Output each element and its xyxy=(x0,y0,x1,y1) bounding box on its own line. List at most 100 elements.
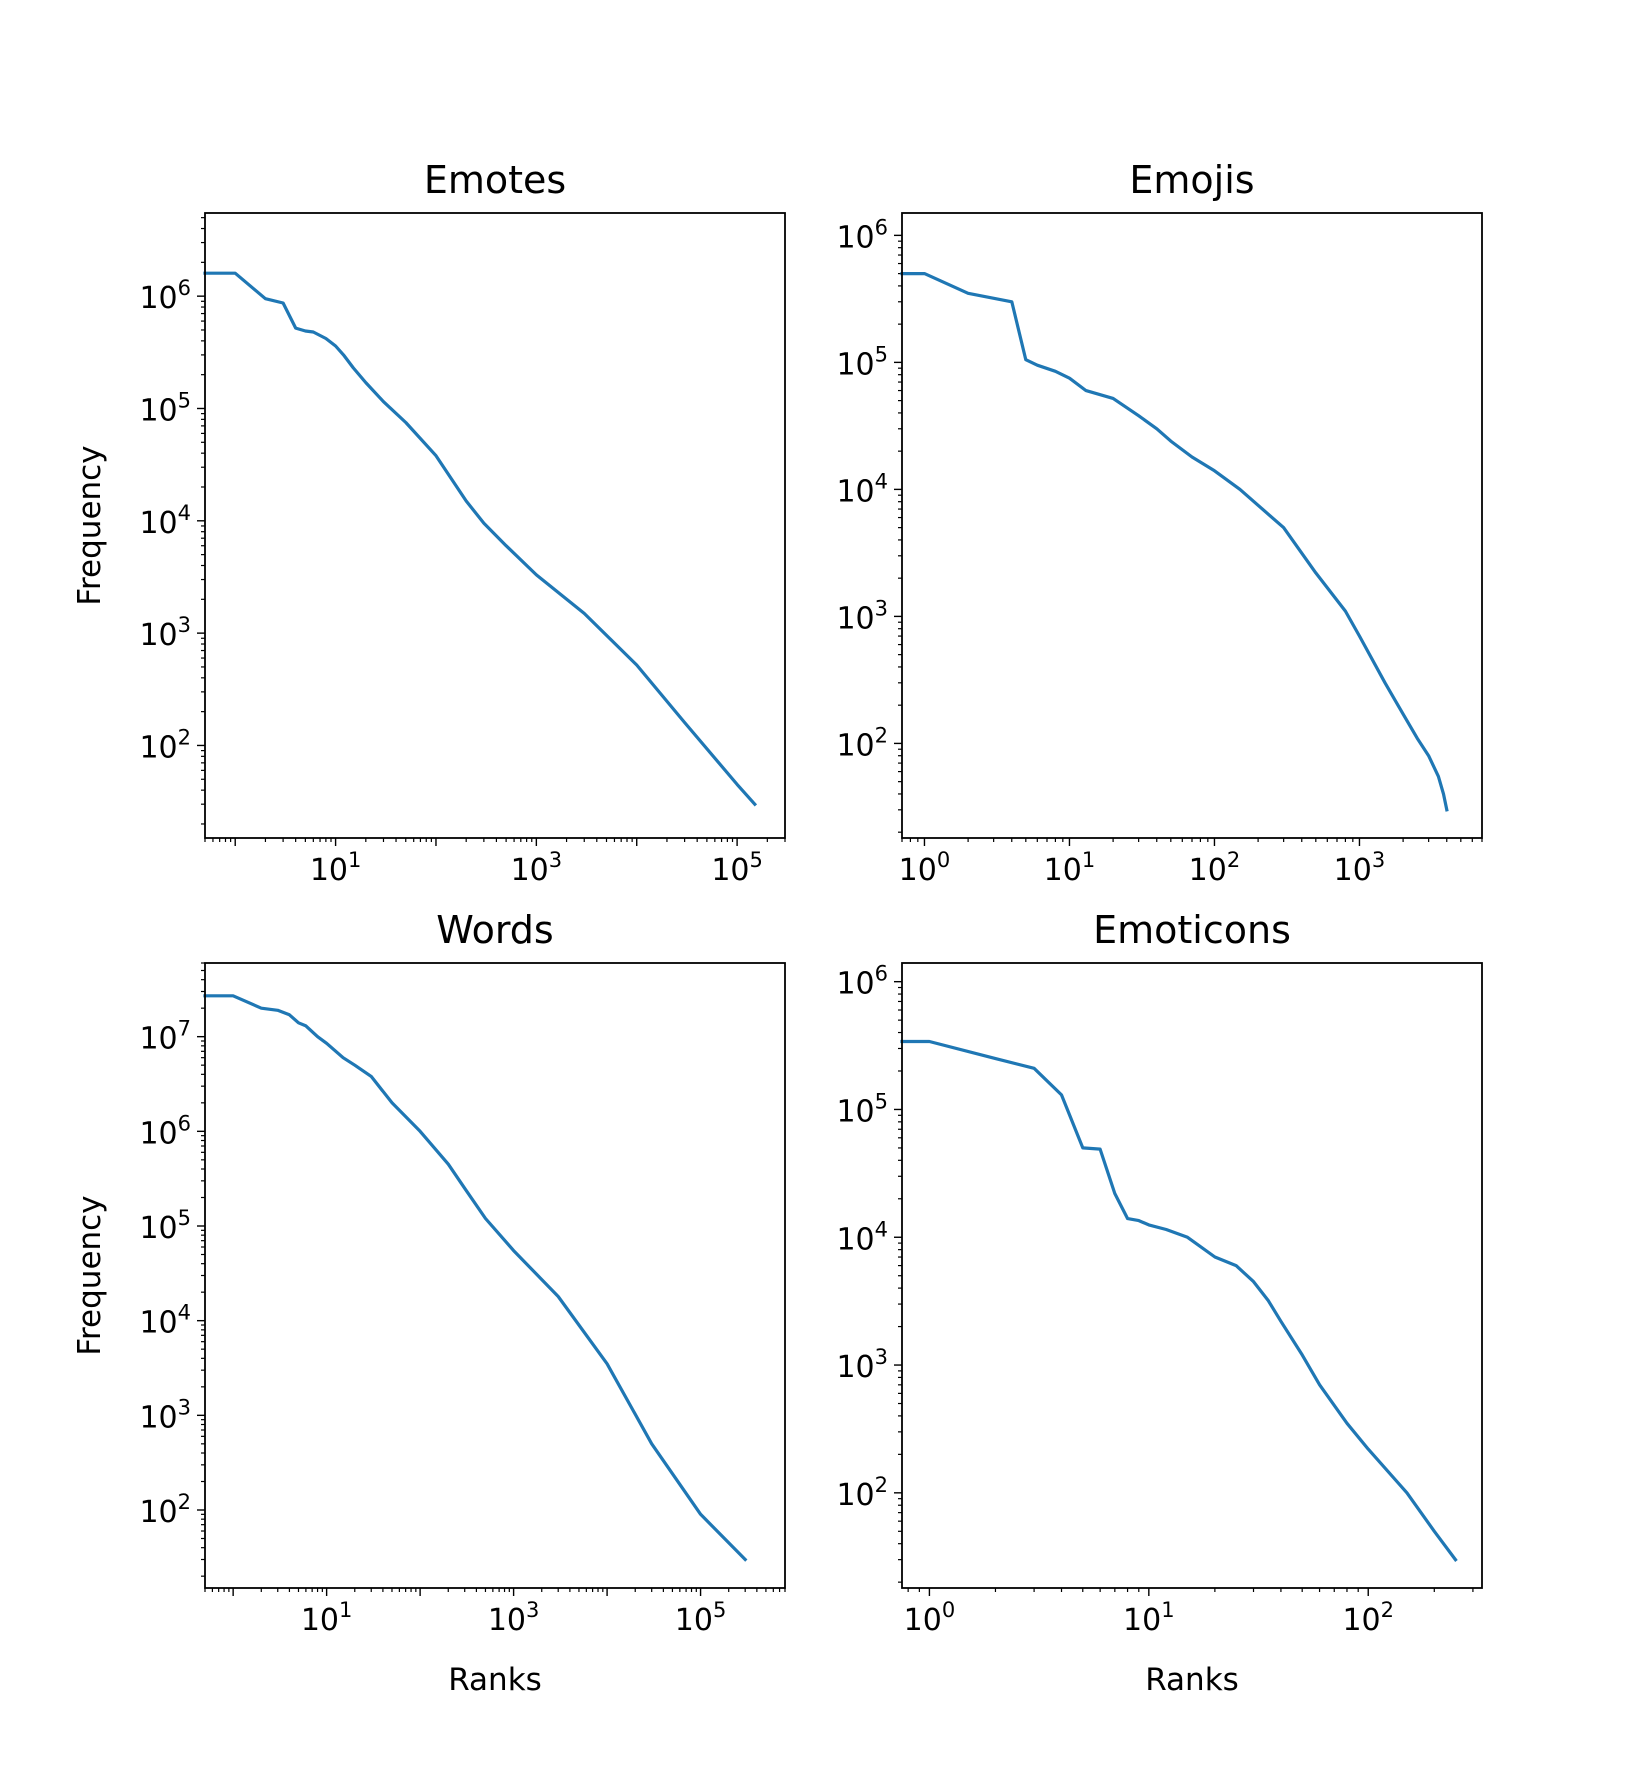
emotes-y-tick-label: 105 xyxy=(139,388,191,428)
emoticons-x-tick-label: 100 xyxy=(904,1598,956,1638)
emojis-y-tick-exp: 2 xyxy=(875,723,888,747)
words-y-tick-label: 104 xyxy=(139,1301,191,1341)
words-y-tick-exp: 6 xyxy=(178,1111,191,1135)
emoticons-y-tick-base: 10 xyxy=(836,1222,874,1257)
emotes-x-tick-base: 10 xyxy=(511,853,549,888)
words-y-axis-label: Frequency xyxy=(72,1195,108,1355)
emojis-y-tick-base: 10 xyxy=(836,220,874,255)
words-y-tick-label: 105 xyxy=(139,1206,191,1246)
emotes-plot-frame xyxy=(204,212,786,839)
emotes-y-tick-base: 10 xyxy=(139,281,177,316)
words-y-tick-base: 10 xyxy=(139,1400,177,1435)
emotes-y-axis-label: Frequency xyxy=(72,445,108,605)
emoticons-y-tick-base: 10 xyxy=(836,1478,874,1513)
emotes-y-tick-label: 104 xyxy=(139,501,191,541)
emoticons-x-tick-base: 10 xyxy=(1342,1603,1380,1638)
emojis-x-tick-label: 102 xyxy=(1189,848,1241,888)
emotes-title: Emotes xyxy=(424,158,566,202)
words-y-tick-label: 106 xyxy=(139,1111,191,1151)
emoticons-y-tick-exp: 2 xyxy=(875,1473,888,1497)
emojis-y-tick-exp: 6 xyxy=(875,215,888,239)
emojis-x-tick-exp: 1 xyxy=(1082,848,1095,872)
words-x-tick-base: 10 xyxy=(675,1603,713,1638)
words-y-tick-base: 10 xyxy=(139,1022,177,1057)
emojis-y-tick-exp: 4 xyxy=(875,469,888,493)
words-y-tick-base: 10 xyxy=(139,1495,177,1530)
emotes-y-tick-exp: 6 xyxy=(178,276,191,300)
emojis-x-tick-exp: 3 xyxy=(1372,848,1385,872)
emoticons-y-tick-label: 106 xyxy=(836,962,888,1002)
words-title: Words xyxy=(436,908,553,952)
emoticons-y-tick-label: 105 xyxy=(836,1089,888,1129)
words-x-tick-base: 10 xyxy=(488,1603,526,1638)
words-y-tick-base: 10 xyxy=(139,1306,177,1341)
emotes-x-tick-exp: 3 xyxy=(549,848,562,872)
emotes-y-tick-base: 10 xyxy=(139,618,177,653)
words-x-tick-base: 10 xyxy=(301,1603,339,1638)
emojis-y-tick-base: 10 xyxy=(836,601,874,636)
emotes-x-tick-label: 103 xyxy=(511,848,563,888)
words-y-tick-label: 103 xyxy=(139,1395,191,1435)
emotes-x-tick-base: 10 xyxy=(310,853,348,888)
emojis-x-tick-base: 10 xyxy=(899,853,937,888)
words-series-line xyxy=(203,994,748,1562)
emojis-title: Emojis xyxy=(1129,158,1254,202)
emoticons-x-tick-label: 102 xyxy=(1342,1598,1394,1638)
emoticons-x-tick-exp: 0 xyxy=(942,1598,955,1622)
emojis-y-tick-label: 106 xyxy=(836,215,888,255)
words-x-tick-label: 105 xyxy=(675,1598,727,1638)
emojis-x-tick-label: 101 xyxy=(1044,848,1096,888)
words-y-tick-exp: 5 xyxy=(178,1206,191,1230)
emoticons-y-tick-exp: 3 xyxy=(875,1345,888,1369)
emojis-x-tick-base: 10 xyxy=(1189,853,1227,888)
emotes-x-tick-base: 10 xyxy=(711,853,749,888)
emojis-x-tick-exp: 0 xyxy=(937,848,950,872)
emotes-series-line xyxy=(203,271,758,807)
words-x-axis-label: Ranks xyxy=(448,1662,542,1698)
emoticons-y-tick-label: 103 xyxy=(836,1345,888,1385)
emoticons-y-tick-base: 10 xyxy=(836,967,874,1002)
emotes-x-tick-label: 105 xyxy=(711,848,763,888)
emoticons-y-tick-label: 104 xyxy=(836,1217,888,1257)
emojis-y-tick-base: 10 xyxy=(836,347,874,382)
emoticons-x-tick-exp: 1 xyxy=(1161,1598,1174,1622)
emojis-x-tick-base: 10 xyxy=(1334,853,1372,888)
emotes-y-tick-label: 106 xyxy=(139,276,191,316)
emoticons-y-tick-exp: 5 xyxy=(875,1089,888,1113)
emotes-y-tick-label: 102 xyxy=(139,725,191,765)
emotes-y-tick-base: 10 xyxy=(139,506,177,541)
words-y-tick-exp: 7 xyxy=(178,1017,191,1041)
emoticons-title: Emoticons xyxy=(1093,908,1291,952)
emoticons-x-tick-label: 101 xyxy=(1123,1598,1175,1638)
emoticons-y-tick-exp: 6 xyxy=(875,962,888,986)
emojis-y-tick-label: 102 xyxy=(836,723,888,763)
emojis-y-tick-base: 10 xyxy=(836,474,874,509)
emojis-y-tick-label: 105 xyxy=(836,342,888,382)
words-y-tick-exp: 3 xyxy=(178,1395,191,1419)
words-x-tick-exp: 5 xyxy=(713,1598,726,1622)
emojis-plot-frame xyxy=(901,212,1483,839)
emoticons-y-tick-exp: 4 xyxy=(875,1217,888,1241)
words-panel: 101 103 105102103104105106107WordsRanksFre… xyxy=(72,908,786,1698)
emojis-x-tick-label: 103 xyxy=(1334,848,1386,888)
emotes-y-tick-exp: 2 xyxy=(178,725,191,749)
words-x-tick-label: 103 xyxy=(488,1598,540,1638)
emotes-x-tick-exp: 1 xyxy=(348,848,361,872)
emotes-y-tick-base: 10 xyxy=(139,730,177,765)
emoticons-plot-frame xyxy=(901,962,1483,1589)
words-x-tick-exp: 3 xyxy=(526,1598,539,1622)
emoticons-x-axis-label: Ranks xyxy=(1145,1662,1239,1698)
emoticons-x-tick-exp: 2 xyxy=(1381,1598,1394,1622)
emotes-y-tick-exp: 5 xyxy=(178,388,191,412)
emotes-y-tick-base: 10 xyxy=(139,393,177,428)
emoticons-y-tick-base: 10 xyxy=(836,1094,874,1129)
words-y-tick-exp: 2 xyxy=(178,1490,191,1514)
emojis-x-tick-label: 100 xyxy=(899,848,951,888)
words-y-tick-base: 10 xyxy=(139,1116,177,1151)
emotes-y-tick-exp: 4 xyxy=(178,501,191,525)
